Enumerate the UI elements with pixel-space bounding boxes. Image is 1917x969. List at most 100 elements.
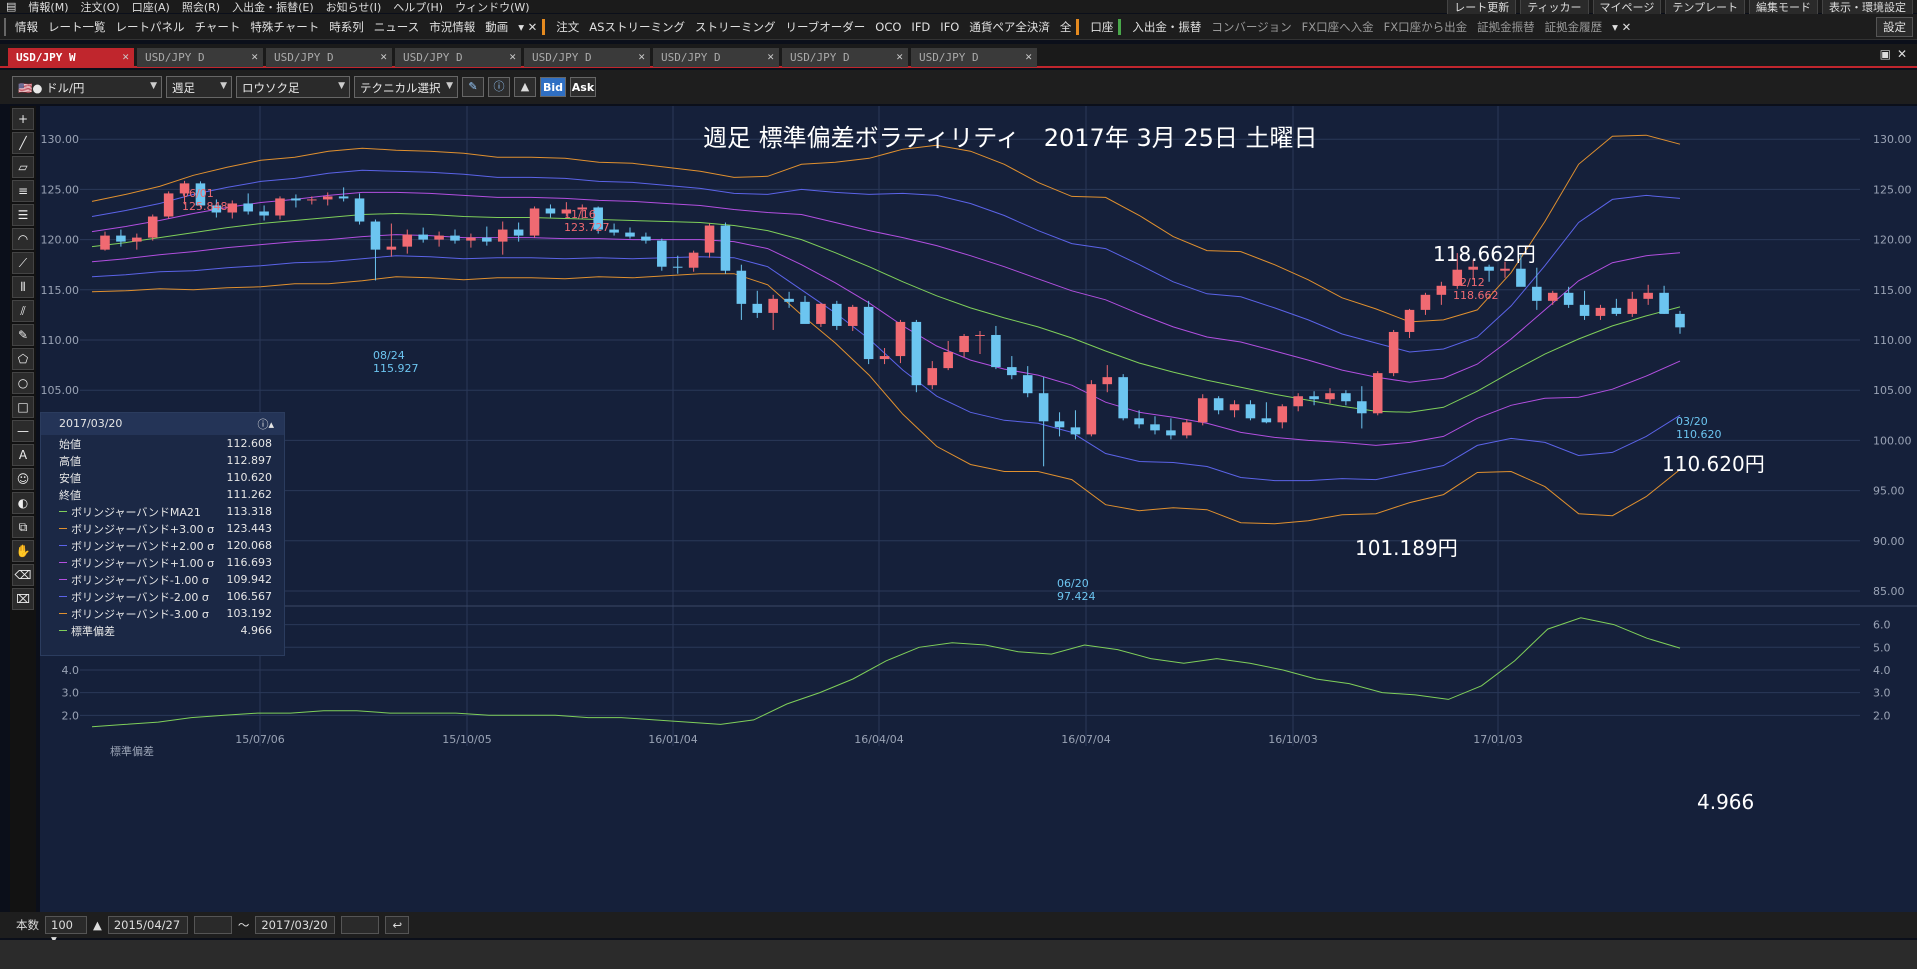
close-icon[interactable]: ✕ — [1025, 50, 1032, 63]
tb-rate-panel[interactable]: レートパネル — [115, 19, 185, 34]
tab-usdjpy-d-3[interactable]: USD/JPY D ✕ — [395, 48, 521, 67]
bid-toggle[interactable]: Bid — [540, 77, 566, 97]
tb-margin-history[interactable]: 証拠金履歴 — [1544, 19, 1603, 34]
close-icon[interactable]: ✕ — [251, 50, 258, 63]
tb-deposit[interactable]: 入出金・振替 — [1132, 19, 1202, 34]
template-button[interactable]: テンプレート — [1665, 0, 1745, 16]
app-menu-icon[interactable]: ▤ — [6, 0, 17, 13]
menu-notice[interactable]: お知らせ(I) — [325, 0, 382, 14]
hand-icon[interactable]: ✋ — [12, 540, 34, 562]
copy-icon[interactable]: ⧉ — [12, 516, 34, 538]
channel-icon[interactable]: ☰ — [12, 204, 34, 226]
candles — [100, 180, 1685, 467]
pair-select[interactable]: 🇺🇸● ドル/円 — [12, 76, 162, 98]
tab-usdjpy-w[interactable]: USD/JPY W ✕ — [8, 48, 134, 67]
pencil-icon[interactable]: ✎ — [12, 324, 34, 346]
line-icon[interactable]: — — [12, 420, 34, 442]
circle-icon[interactable]: ○ — [12, 372, 34, 394]
count-select[interactable]: 100 ▾ — [45, 916, 87, 946]
tb-market[interactable]: 市況情報 — [429, 19, 476, 34]
text-icon[interactable]: A — [12, 444, 34, 466]
tab-usdjpy-d-1[interactable]: USD/JPY D ✕ — [137, 48, 263, 67]
tab-usdjpy-d-4[interactable]: USD/JPY D ✕ — [524, 48, 650, 67]
close-icon[interactable]: ✕ — [509, 50, 516, 63]
close-icon[interactable]: ✕ — [767, 50, 774, 63]
menu-order[interactable]: 注文(O) — [80, 0, 120, 14]
pen-icon[interactable]: ✎ — [462, 77, 484, 97]
pentagon-icon[interactable]: ⬠ — [12, 348, 34, 370]
mypage-button[interactable]: マイページ — [1592, 0, 1662, 16]
data-window-row-label: ボリンジャーバンド-3.00 σ — [59, 606, 209, 622]
menu-inquiry[interactable]: 照会(R) — [181, 0, 221, 14]
info-icon[interactable]: ⓘ — [488, 77, 510, 97]
technical-select[interactable]: テクニカル選択 — [354, 76, 458, 98]
ask-toggle[interactable]: Ask — [570, 77, 596, 97]
to-time-field[interactable] — [341, 916, 380, 934]
chart-area[interactable]: 135.00135.00130.00130.00125.00125.00120.… — [40, 106, 1917, 912]
tb-all[interactable]: 全 — [1059, 19, 1072, 34]
menu-help[interactable]: ヘルプ(H) — [393, 0, 444, 14]
close-icon[interactable]: ✕ — [380, 50, 387, 63]
refresh-icon[interactable]: ↩ — [385, 916, 410, 934]
tb-rate-list[interactable]: レート一覧 — [48, 19, 106, 34]
info-collapse-icon[interactable]: ⓘ▴ — [257, 418, 274, 431]
trendline-icon[interactable]: ╱ — [12, 132, 34, 154]
tb-streaming[interactable]: ストリーミング — [694, 19, 776, 34]
tb-account[interactable]: 口座 — [1090, 19, 1114, 34]
fan-icon[interactable]: ⟋ — [12, 252, 34, 274]
tb-news[interactable]: ニュース — [373, 19, 420, 34]
from-time-field[interactable] — [193, 916, 232, 934]
vlines-icon[interactable]: ⦀ — [12, 276, 34, 298]
candle-body — [1182, 422, 1192, 436]
tb-margin-transfer[interactable]: 証拠金振替 — [1477, 19, 1535, 34]
tb-chart[interactable]: チャート — [194, 19, 241, 34]
rectangle-icon[interactable]: □ — [12, 396, 34, 418]
tb-info[interactable]: 情報 — [15, 19, 38, 34]
tb-timeseries[interactable]: 時系列 — [329, 19, 364, 34]
fib-arc-icon[interactable]: ◠ — [12, 228, 34, 250]
ruler-icon[interactable]: ▱ — [12, 156, 34, 178]
tb-pair-settle[interactable]: 通貨ペア全決済 — [969, 19, 1050, 34]
tab-usdjpy-d-7[interactable]: USD/JPY D ✕ — [911, 48, 1037, 67]
tb-dropdown-icon[interactable]: ▾ ✕ — [518, 19, 538, 34]
close-icon[interactable]: ✕ — [122, 50, 129, 63]
menu-info[interactable]: 情報(M) — [28, 0, 69, 14]
tb-settings-button[interactable]: 設定 — [1876, 16, 1913, 37]
area-chart-icon[interactable]: ▲ — [514, 77, 536, 97]
magnet-icon[interactable]: ◐ — [12, 492, 34, 514]
eraser-icon[interactable]: ⌫ — [12, 564, 34, 586]
tb-conversion[interactable]: コンバージョン — [1211, 19, 1292, 34]
menu-account[interactable]: 口座(A) — [131, 0, 170, 14]
tab-usdjpy-d-2[interactable]: USD/JPY D ✕ — [266, 48, 392, 67]
close-icon[interactable]: ✕ — [896, 50, 903, 63]
tb-leave-order[interactable]: リーブオーダー — [785, 19, 866, 34]
tb-ifo[interactable]: IFO — [940, 19, 960, 34]
tb-ifd[interactable]: IFD — [911, 19, 931, 34]
edit-mode-button[interactable]: 編集モード — [1749, 0, 1818, 16]
smiley-icon[interactable]: ☺ — [12, 468, 34, 490]
tb-fx-in[interactable]: FX口座へ入金 — [1301, 19, 1374, 34]
chart-kind-select[interactable]: ロウソク足 — [236, 76, 350, 98]
close-window-icon[interactable]: ✕ — [1896, 47, 1907, 61]
to-date-field[interactable]: 2017/03/20 — [255, 916, 336, 934]
tb-as-streaming[interactable]: ASストリーミング — [589, 19, 685, 34]
menu-window[interactable]: ウィンドウ(W) — [455, 0, 530, 14]
tb-special-chart[interactable]: 特殊チャート — [250, 19, 320, 34]
close-icon[interactable]: ✕ — [638, 50, 645, 63]
maximize-icon[interactable]: ▣ — [1879, 47, 1891, 61]
count-up-icon[interactable]: ▲ — [93, 918, 102, 932]
tb-dropdown2-icon[interactable]: ▾ ✕ — [1612, 19, 1632, 34]
period-select[interactable]: 週足 — [166, 76, 232, 98]
crosshair-icon[interactable]: + — [12, 108, 34, 130]
tb-order[interactable]: 注文 — [556, 19, 580, 34]
hline-icon[interactable]: ≡ — [12, 180, 34, 202]
from-date-field[interactable]: 2015/04/27 — [107, 916, 188, 934]
tb-fx-out[interactable]: FX口座から出金 — [1383, 19, 1468, 34]
pitchfork-icon[interactable]: ⫽ — [12, 300, 34, 322]
tab-usdjpy-d-6[interactable]: USD/JPY D ✕ — [782, 48, 908, 67]
menu-deposit[interactable]: 入出金・振替(E) — [232, 0, 314, 14]
tb-oco[interactable]: OCO — [875, 19, 902, 34]
erase-all-icon[interactable]: ⌧ — [12, 588, 34, 610]
tb-video[interactable]: 動画 — [485, 19, 509, 34]
tab-usdjpy-d-5[interactable]: USD/JPY D ✕ — [653, 48, 779, 67]
